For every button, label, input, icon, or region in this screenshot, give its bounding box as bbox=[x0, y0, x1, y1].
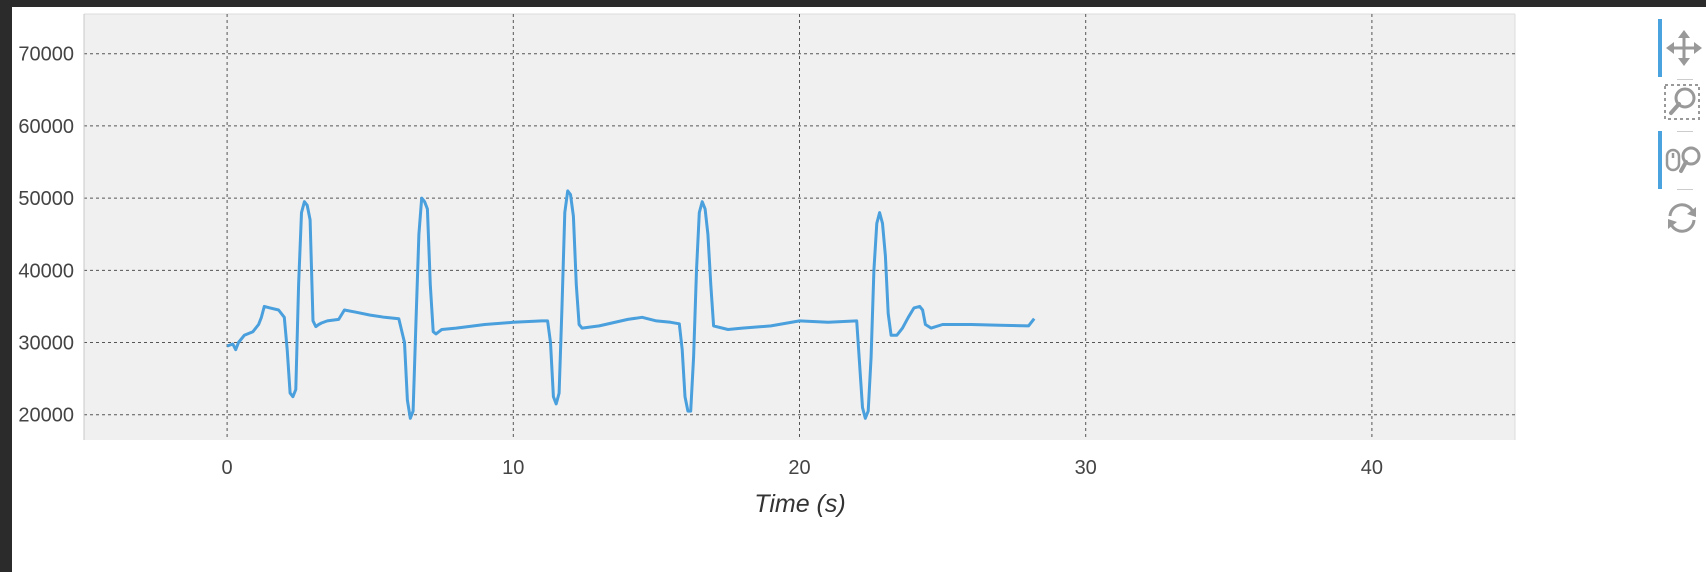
x-tick-label: 10 bbox=[502, 457, 524, 479]
reset-tool-button[interactable] bbox=[1658, 189, 1706, 247]
x-axis: 0 10 20 30 40 bbox=[222, 457, 1383, 479]
reset-icon bbox=[1668, 203, 1696, 233]
y-tick-label: 60000 bbox=[18, 116, 74, 138]
toolbar bbox=[1658, 13, 1706, 253]
box-zoom-tool-button[interactable] bbox=[1658, 73, 1706, 131]
wheel-zoom-tool-button[interactable] bbox=[1658, 131, 1706, 189]
y-axis: 20000 30000 40000 50000 60000 70000 bbox=[18, 14, 85, 440]
toolbar-divider bbox=[1677, 189, 1693, 190]
x-tick-label: 20 bbox=[788, 457, 810, 479]
y-tick-label: 40000 bbox=[18, 260, 74, 282]
grid bbox=[84, 13, 1516, 440]
x-tick-label: 30 bbox=[1075, 457, 1097, 479]
wheel-zoom-icon bbox=[1665, 146, 1701, 173]
toolbar-divider bbox=[1677, 79, 1693, 80]
pan-icon bbox=[1666, 30, 1702, 66]
x-tick-label: 0 bbox=[222, 457, 233, 479]
plot-svg[interactable]: 0 10 20 30 40 20000 30000 40000 50000 60000 70000… bbox=[12, 7, 1706, 572]
series-layer bbox=[226, 189, 1036, 420]
y-tick-label: 30000 bbox=[18, 333, 74, 355]
x-axis-title: Time (s) bbox=[754, 490, 845, 518]
y-tick-label: 20000 bbox=[18, 405, 74, 427]
chart-figure: 0 10 20 30 40 20000 30000 40000 50000 60000 70000… bbox=[12, 7, 1706, 572]
y-tick-label: 50000 bbox=[18, 188, 74, 210]
x-tick-label: 40 bbox=[1361, 457, 1383, 479]
series-line-0 bbox=[226, 189, 1036, 420]
y-tick-label: 70000 bbox=[18, 44, 74, 66]
toolbar-divider bbox=[1677, 131, 1693, 132]
box-zoom-icon bbox=[1664, 84, 1700, 120]
pan-tool-button[interactable] bbox=[1658, 19, 1706, 77]
